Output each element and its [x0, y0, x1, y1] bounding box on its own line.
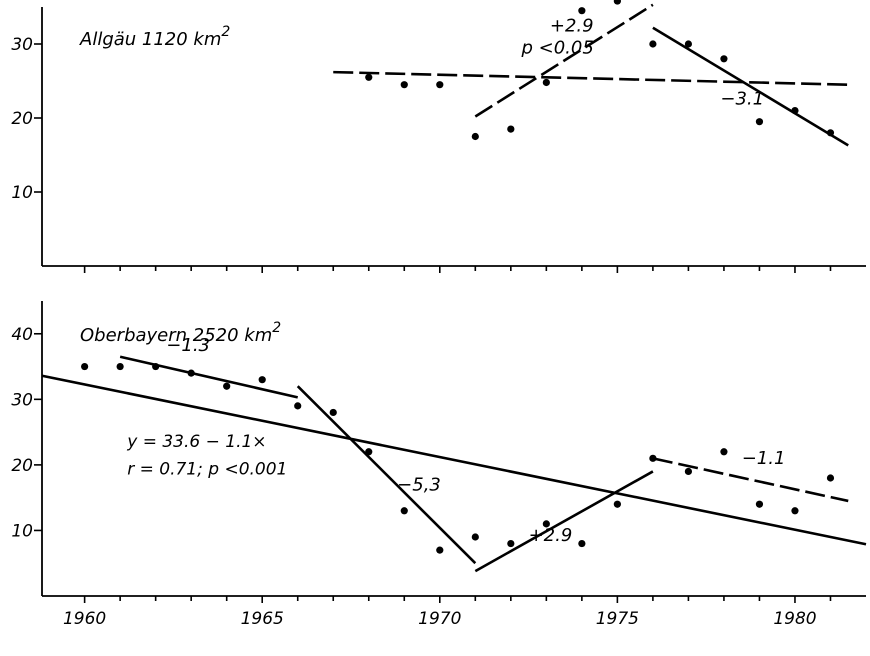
trend-line — [474, 3, 654, 118]
data-point — [507, 539, 515, 548]
data-point — [720, 55, 728, 63]
y-tick-label: 20 — [11, 456, 33, 476]
panel-title-superscript: 2 — [221, 24, 230, 40]
data-point — [400, 81, 408, 89]
trend-label: −3.1 — [720, 89, 764, 110]
data-point — [471, 533, 479, 541]
data-point — [649, 40, 657, 48]
y-tick-label: 40 — [11, 325, 33, 345]
data-point — [755, 500, 764, 508]
data-point — [116, 362, 124, 371]
data-point — [365, 448, 373, 456]
trend-label: −1.1 — [742, 448, 786, 469]
trend-significance: p <0.05 — [520, 38, 593, 59]
data-point — [613, 0, 621, 5]
trend-line — [474, 470, 654, 573]
data-point — [542, 78, 550, 87]
trend-label: −1.3 — [166, 335, 210, 356]
panel-title-text: Allgäu 1120 km — [79, 29, 221, 50]
data-point — [507, 125, 515, 133]
trend-label: −5,3 — [397, 474, 441, 495]
trend-line — [333, 70, 849, 86]
y-tick-label: 30 — [11, 35, 33, 55]
data-point — [578, 7, 586, 15]
panel-title: Allgäu 1120 km2 — [79, 24, 230, 50]
data-point — [826, 129, 835, 137]
y-tick-label: 10 — [11, 183, 33, 203]
data-point — [578, 539, 586, 548]
trend-line — [652, 457, 849, 503]
panel-title: Oberbayern 2520 km2 — [80, 320, 281, 346]
panel-title-superscript: 2 — [272, 320, 281, 336]
trend-line — [296, 385, 477, 565]
data-point — [791, 107, 799, 115]
regression-equation: y = 33.6 − 1.1× — [126, 432, 266, 452]
regression-stats: r = 0.71; p <0.001 — [127, 460, 287, 480]
panel-title-text: Oberbayern 2520 km — [80, 325, 272, 346]
data-point — [684, 40, 693, 48]
data-point — [258, 376, 266, 384]
trend-line — [652, 26, 849, 147]
x-tick-label: 1960 — [63, 609, 106, 629]
trend-line — [119, 355, 299, 399]
y-tick-label: 20 — [11, 109, 33, 129]
data-point — [755, 118, 764, 126]
data-point — [223, 382, 231, 390]
data-point — [542, 520, 550, 528]
trend-line — [41, 374, 867, 546]
data-point — [187, 369, 195, 377]
data-point — [613, 500, 621, 508]
data-point — [826, 474, 835, 482]
data-point — [294, 402, 302, 410]
data-point — [649, 454, 657, 462]
data-point — [471, 132, 479, 141]
data-point — [791, 507, 799, 515]
panel-oberbayern: 10 20 30 40 1960 1965 1970 1975 1980 Oberbayern 2… — [11, 301, 867, 629]
panel-allgau: 10 20 30 Allgäu 1120 km2 +2.9p <0.05 −3.1 — [11, 0, 866, 273]
x-tick-label: 1965 — [241, 609, 284, 629]
data-point — [720, 448, 728, 456]
data-point — [81, 362, 89, 371]
y-tick-label: 10 — [11, 521, 33, 541]
data-point — [400, 507, 408, 515]
data-point — [152, 362, 160, 371]
data-point — [684, 467, 693, 476]
trend-label: +2.9 — [529, 525, 573, 546]
data-point — [436, 546, 444, 554]
data-point — [329, 408, 337, 417]
data-point — [365, 73, 373, 81]
x-tick-label: 1970 — [418, 609, 461, 629]
trend-label: +2.9 — [550, 15, 594, 36]
x-tick-label: 1980 — [773, 609, 816, 629]
data-point — [436, 81, 444, 89]
y-tick-label: 30 — [11, 390, 33, 410]
x-tick-label: 1975 — [596, 609, 639, 629]
